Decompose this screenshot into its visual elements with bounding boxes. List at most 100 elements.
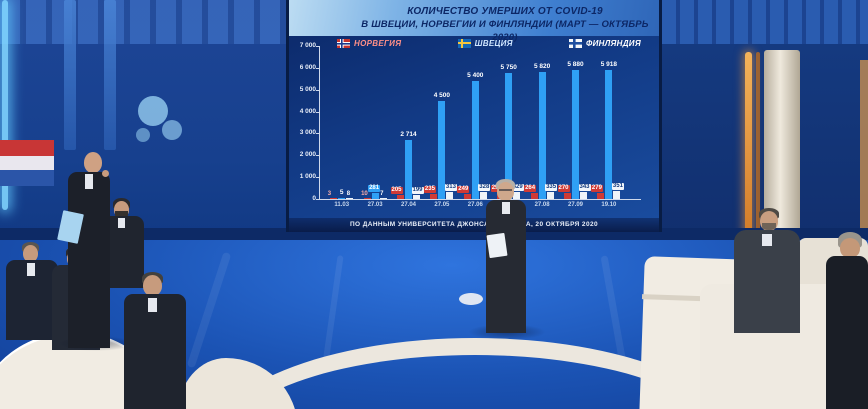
bar-value-finland-27.05: 313 (444, 184, 457, 191)
bar-value-norway-11.03: 3 (327, 191, 332, 197)
side-screen-red-band (0, 140, 54, 156)
chart: 7 000 6 000 5 000 4 000 3 000 2 000 1 000 0 НОРВ… (289, 36, 665, 218)
x-axis-label: 27.05 (434, 202, 450, 208)
legend-label: НОРВЕГИЯ (354, 39, 402, 48)
floor-center-mark (459, 293, 483, 305)
side-screen-blue-band (0, 170, 54, 186)
bar-finland-19.10 (613, 191, 621, 199)
bar-finland-27.06 (479, 192, 487, 199)
x-axis-label: 27.03 (367, 202, 383, 208)
chart-title-line2: В ШВЕЦИИ, НОРВЕГИИ И ФИНЛЯНДИИ (МАРТ — О… (361, 19, 649, 43)
x-axis-label: 27.09 (567, 202, 583, 208)
bar-norway-27.03 (363, 198, 371, 199)
wall-circle-decor-2 (162, 120, 182, 140)
y-tick-mark (316, 133, 319, 135)
bar-finland-27.05 (446, 192, 454, 199)
bar-value-finland-11.03: 8 (346, 191, 351, 197)
chart-source-caption: ПО ДАННЫМ УНИВЕРСИТЕТА ДЖОНСА ХОПКИНСА, … (289, 218, 659, 232)
wall-slat-1 (64, 0, 76, 150)
panelist-seated-left-1 (6, 240, 66, 340)
bar-value-norway-27.09: 270 (557, 185, 570, 192)
y-tick-mark (316, 111, 319, 113)
chart-title-line1: КОЛИЧЕСТВО УМЕРШИХ ОТ COVID-19 (407, 6, 603, 17)
panelist-standing-left (57, 148, 122, 348)
x-axis-label: 27.08 (534, 202, 550, 208)
x-axis-line (319, 199, 641, 200)
ceiling-panels-left (0, 0, 286, 46)
y-tick-label: 7 000 (299, 42, 316, 49)
y-tick-mark (316, 155, 319, 157)
y-tick-mark (316, 67, 319, 69)
legend-label: ФИНЛЯНДИЯ (586, 39, 641, 48)
bar-finland-27.07 (513, 192, 521, 199)
legend-label: ШВЕЦИЯ (474, 39, 513, 48)
beard-right (762, 223, 776, 230)
hand-raised (102, 170, 109, 177)
panelist-seated-right (726, 206, 812, 333)
bar-sweden-19.10 (605, 70, 613, 199)
bar-finland-27.09 (580, 192, 587, 199)
y-tick-mark (316, 199, 319, 200)
legend-item-sweden: ШВЕЦИЯ (457, 39, 513, 48)
bar-value-finland-27.04: 199 (411, 187, 424, 194)
y-tick-label: 0 (312, 195, 316, 202)
chart-legend: НОРВЕГИЯ ШВЕЦИЯ ФИНЛЯНДИЯ (329, 39, 649, 48)
bar-sweden-27.08 (538, 72, 546, 199)
y-tick-label: 1 000 (299, 173, 316, 181)
bar-value-finland-27.09: 343 (578, 184, 591, 191)
bar-value-norway-27.05: 235 (423, 186, 436, 193)
orange-light-strip-1 (745, 52, 752, 242)
bar-value-finland-27.07: 329 (511, 184, 524, 191)
bar-sweden-27.03 (371, 193, 379, 199)
bar-value-sweden-27.04: 2 714 (400, 131, 417, 138)
bar-value-finland-27.06: 328 (478, 184, 491, 191)
y-tick-label: 6 000 (299, 63, 316, 71)
bar-norway-27.08 (530, 193, 538, 199)
legend-item-finland: ФИНЛЯНДИЯ (569, 39, 641, 48)
orange-light-strip-2 (756, 52, 760, 242)
panelist-seated-front-left (118, 272, 198, 409)
bar-value-sweden-27.09: 5 880 (567, 61, 584, 68)
bar-value-norway-27.08: 264 (524, 185, 537, 192)
x-axis-label: 27.06 (467, 202, 483, 208)
x-axis-label: 11.03 (334, 202, 350, 208)
finland-flag-icon (569, 39, 583, 48)
bar-value-norway-27.06: 249 (457, 186, 470, 193)
x-axis-label: 27.04 (400, 202, 416, 208)
bar-sweden-11.03 (338, 198, 346, 199)
bar-norway-11.03 (330, 198, 338, 199)
bar-finland-27.03 (379, 198, 387, 199)
norway-flag-icon (337, 39, 350, 48)
y-tick-mark (316, 177, 319, 179)
bar-value-sweden-19.10: 5 918 (600, 61, 618, 68)
side-screen-white-band (0, 156, 54, 170)
beard (115, 211, 128, 218)
bar-norway-19.10 (597, 193, 605, 199)
wall-slat-2 (104, 0, 116, 150)
bar-sweden-27.04 (405, 140, 412, 199)
bar-norway-27.05 (430, 194, 438, 199)
legend-item-norway: НОРВЕГИЯ (337, 39, 401, 48)
bar-value-finland-19.10: 351 (611, 183, 624, 190)
bar-value-sweden-27.07: 5 750 (500, 64, 517, 71)
sweden-flag-icon (457, 39, 471, 48)
bar-finland-27.08 (546, 192, 554, 199)
bar-norway-27.09 (564, 193, 571, 199)
bar-value-finland-27.03: 7 (380, 191, 384, 197)
bar-value-norway-27.04: 205 (390, 187, 403, 194)
bar-value-norway-19.10: 279 (590, 185, 603, 192)
bar-value-finland-27.08: 335 (545, 184, 558, 191)
wall-circle-decor-3 (136, 128, 150, 142)
orange-edge-right (860, 60, 868, 240)
bar-finland-27.04 (413, 195, 420, 199)
y-tick-label: 2 000 (299, 151, 316, 159)
light-tube-left (2, 0, 8, 210)
y-tick-label: 3 000 (299, 129, 316, 137)
bar-value-sweden-27.08: 5 820 (533, 63, 551, 70)
bar-sweden-27.07 (505, 73, 513, 199)
bar-norway-27.06 (463, 194, 471, 199)
y-axis-line (319, 46, 320, 200)
bar-norway-27.04 (397, 195, 404, 199)
bar-sweden-27.09 (572, 70, 579, 199)
